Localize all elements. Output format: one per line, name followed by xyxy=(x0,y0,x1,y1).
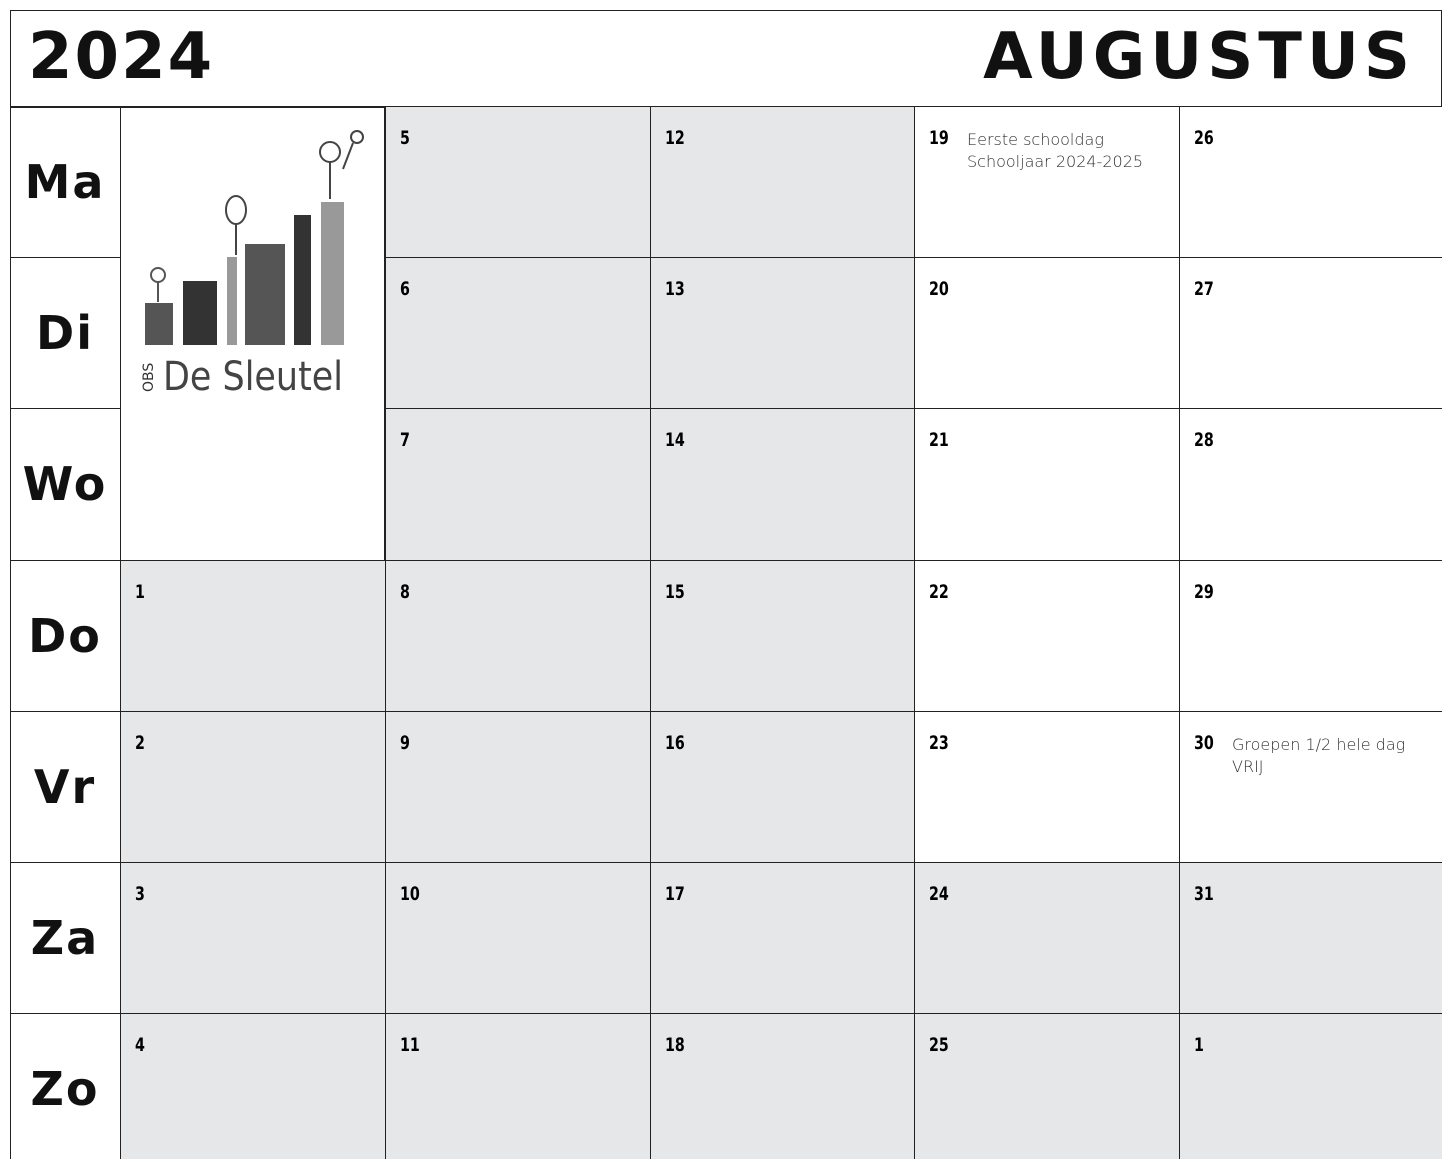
day-number: 10 xyxy=(400,883,420,905)
day-number: 11 xyxy=(400,1034,420,1056)
day-cell: 1 xyxy=(1179,1014,1442,1159)
day-number: 18 xyxy=(665,1034,685,1056)
day-cell: 10 xyxy=(385,863,650,1014)
day-cell: 14 xyxy=(650,409,914,560)
day-cell: 11 xyxy=(385,1014,650,1159)
day-cell: 8 xyxy=(385,561,650,712)
day-cell: 9 xyxy=(385,712,650,863)
day-cell: 7 xyxy=(385,409,650,560)
logo: OBS De Sleutel xyxy=(121,107,383,407)
day-number: 1 xyxy=(1194,1034,1204,1056)
day-cell: 24 xyxy=(914,863,1179,1014)
day-cell: 13 xyxy=(650,258,914,409)
day-number: 29 xyxy=(1194,581,1214,603)
day-number: 27 xyxy=(1194,278,1214,300)
logo-prefix: OBS xyxy=(141,363,157,392)
day-cell: 23 xyxy=(914,712,1179,863)
day-number: 21 xyxy=(929,429,949,451)
day-number: 28 xyxy=(1194,429,1214,451)
day-note: Groepen 1/2 hele dag VRIJ xyxy=(1232,734,1432,778)
calendar-page: 2024 AUGUSTUS OBS De Sleutel MaDiWoDoVrZ… xyxy=(0,0,1451,1159)
day-number: 7 xyxy=(400,429,410,451)
day-label: Wo xyxy=(10,409,120,560)
day-number: 9 xyxy=(400,732,410,754)
day-label: Ma xyxy=(10,107,120,258)
day-number: 1 xyxy=(135,581,145,603)
day-cell: 21 xyxy=(914,409,1179,560)
day-number: 31 xyxy=(1194,883,1214,905)
day-number: 4 xyxy=(135,1034,145,1056)
day-number: 8 xyxy=(400,581,410,603)
day-number: 19 xyxy=(929,127,949,149)
year: 2024 xyxy=(28,20,214,94)
day-number: 5 xyxy=(400,127,410,149)
day-label: Vr xyxy=(10,712,120,863)
day-cell: 30 Groepen 1/2 hele dag VRIJ xyxy=(1179,712,1442,863)
logo-name: De Sleutel xyxy=(163,354,343,400)
day-number: 23 xyxy=(929,732,949,754)
day-cell: 25 xyxy=(914,1014,1179,1159)
day-number: 15 xyxy=(665,581,685,603)
day-cell: 29 xyxy=(1179,561,1442,712)
day-number: 25 xyxy=(929,1034,949,1056)
day-number: 30 xyxy=(1194,732,1214,754)
day-cell: 5 xyxy=(385,107,650,258)
day-cell: 12 xyxy=(650,107,914,258)
day-label: Di xyxy=(10,258,120,409)
day-cell: 16 xyxy=(650,712,914,863)
day-cell: 4 xyxy=(120,1014,385,1159)
day-number: 3 xyxy=(135,883,145,905)
day-number: 14 xyxy=(665,429,685,451)
day-number: 26 xyxy=(1194,127,1214,149)
month: AUGUSTUS xyxy=(983,20,1415,94)
day-number: 16 xyxy=(665,732,685,754)
logo-cell: OBS De Sleutel xyxy=(120,107,385,561)
day-label: Za xyxy=(10,863,120,1014)
day-cell: 28 xyxy=(1179,409,1442,560)
day-number: 17 xyxy=(665,883,685,905)
day-cell: 18 xyxy=(650,1014,914,1159)
day-cell: 17 xyxy=(650,863,914,1014)
day-note: Eerste schooldag Schooljaar 2024-2025 xyxy=(967,129,1169,173)
day-number: 13 xyxy=(665,278,685,300)
day-cell: 19 Eerste schooldag Schooljaar 2024-2025 xyxy=(914,107,1179,258)
day-number: 22 xyxy=(929,581,949,603)
day-label: Zo xyxy=(10,1014,120,1159)
day-cell: 2 xyxy=(120,712,385,863)
day-cell: 3 xyxy=(120,863,385,1014)
day-number: 6 xyxy=(400,278,410,300)
day-cell: 6 xyxy=(385,258,650,409)
day-number: 20 xyxy=(929,278,949,300)
day-cell: 31 xyxy=(1179,863,1442,1014)
day-label: Do xyxy=(10,561,120,712)
day-cell: 26 xyxy=(1179,107,1442,258)
day-cell: 15 xyxy=(650,561,914,712)
day-cell: 20 xyxy=(914,258,1179,409)
day-cell: 1 xyxy=(120,561,385,712)
day-cell: 22 xyxy=(914,561,1179,712)
day-number: 12 xyxy=(665,127,685,149)
day-number: 2 xyxy=(135,732,145,754)
day-number: 24 xyxy=(929,883,949,905)
day-cell: 27 xyxy=(1179,258,1442,409)
